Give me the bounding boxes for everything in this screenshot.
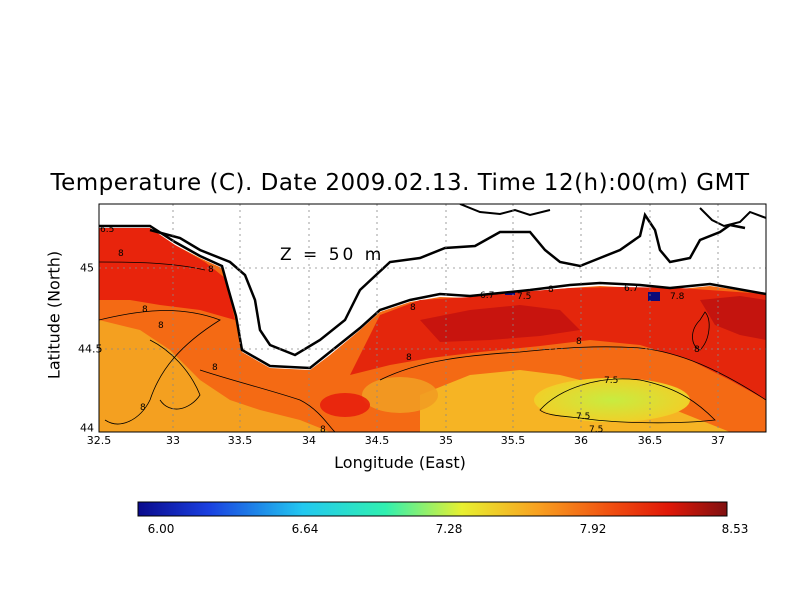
contour-label: 6.7	[480, 291, 494, 301]
x-tick: 36.5	[637, 434, 663, 447]
crimea-land	[99, 204, 766, 368]
gridlines	[99, 204, 766, 432]
x-tick: 35	[439, 434, 453, 447]
cold-spot-2	[648, 292, 660, 301]
x-tick: 32.5	[86, 434, 112, 447]
north-coastline	[149, 211, 746, 357]
contour-label: 7.5	[604, 376, 618, 386]
x-tick: 33	[166, 434, 180, 447]
north-coastline-2	[459, 204, 551, 217]
plot-frame	[98, 203, 767, 433]
cold-patch	[534, 378, 690, 422]
contour-labels: 8 8 8 8 8 8 8 8 8 8 8 7.5 7.5 7.5 7.5 8 …	[100, 225, 700, 435]
contour-label: 6.5	[100, 225, 114, 235]
colorbar-label: 6.00	[147, 522, 175, 536]
contour-8-west	[99, 261, 221, 425]
contour-label: 8	[576, 337, 582, 347]
north-coastline-3	[699, 207, 766, 228]
contour-east	[692, 311, 710, 351]
contour-label: 8	[406, 353, 412, 363]
contour-label: 8	[142, 305, 148, 315]
hot-core	[420, 305, 580, 342]
x-tick: 33.5	[227, 434, 253, 447]
hot-core-east	[700, 296, 766, 340]
contour-label: 8	[118, 249, 124, 259]
colorbar-label: 6.64	[291, 522, 319, 536]
y-tick: 44	[80, 421, 94, 435]
contour-label: 8	[548, 285, 554, 295]
x-axis-label: Longitude (East)	[334, 453, 466, 472]
warm-region	[99, 228, 235, 320]
contour-label: 7.5	[576, 412, 590, 422]
contour-label: 6.7	[624, 284, 638, 294]
contour-label: 7.8	[670, 292, 685, 302]
eddy	[362, 377, 438, 413]
colorbar-label: 8.53	[721, 522, 749, 536]
x-tick: 34	[302, 434, 316, 447]
sea-field	[99, 204, 766, 432]
map-title: Temperature (C). Date 2009.02.13. Time 1…	[50, 170, 750, 196]
contour-label: 8	[320, 425, 326, 435]
coastline	[99, 224, 766, 370]
contour-75	[539, 378, 716, 424]
x-tick: 36	[574, 434, 588, 447]
x-tick: 34.5	[364, 434, 390, 447]
contour-8-south	[199, 346, 766, 432]
colorbar-label: 7.28	[435, 522, 463, 536]
contour-label: 8	[410, 303, 416, 313]
contour-label: 7.5	[517, 292, 531, 302]
contour-label: 7.5	[589, 425, 603, 435]
eddy-core	[320, 393, 370, 417]
colorbar	[137, 501, 728, 517]
y-tick: 44.5	[78, 342, 103, 356]
contour-label: 8	[140, 403, 146, 413]
cool-region-west	[99, 320, 330, 432]
colorbar-label: 7.92	[579, 522, 607, 536]
y-axis-label: Latitude (North)	[44, 250, 64, 380]
x-tick: 37	[711, 434, 725, 447]
contour-label: 8	[694, 345, 700, 355]
contour-8-mid	[149, 339, 201, 410]
depth-label: Z = 50 m	[280, 245, 385, 265]
contour-label: 8	[208, 265, 214, 275]
y-tick: 45	[80, 261, 94, 275]
contour-label: 8	[158, 321, 164, 331]
x-tick: 35.5	[500, 434, 526, 447]
contour-label: 8	[212, 363, 218, 373]
